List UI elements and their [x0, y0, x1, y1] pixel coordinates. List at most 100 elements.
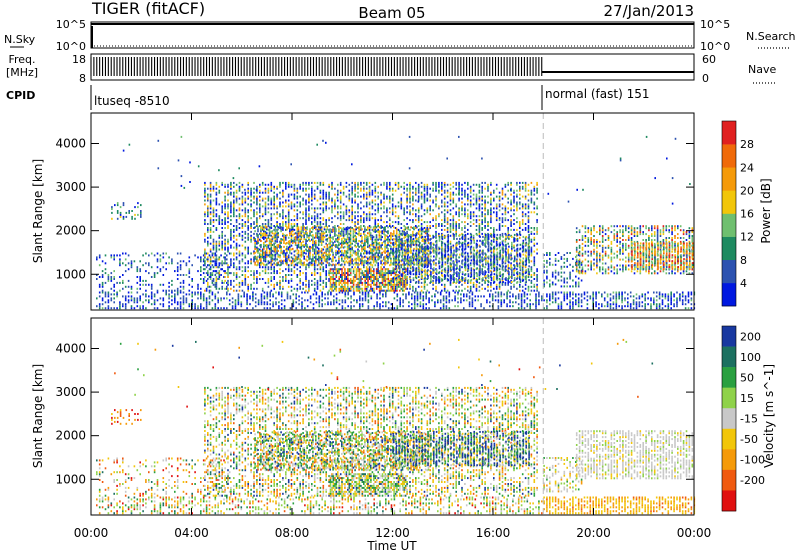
- echo-cell: [154, 301, 156, 303]
- echo-cell: [263, 238, 265, 240]
- echo-cell: [268, 211, 270, 213]
- echo-cell: [510, 223, 512, 225]
- echo-cell: [213, 209, 215, 211]
- echo-cell: [233, 253, 235, 255]
- echo-cell: [353, 293, 355, 295]
- echo-cell: [314, 211, 316, 213]
- echo-cell: [279, 202, 281, 204]
- echo-cell: [314, 284, 316, 286]
- echo-cell: [320, 207, 322, 209]
- echo-cell: [236, 196, 238, 198]
- echo-cell: [168, 301, 170, 303]
- echo-cell: [525, 227, 527, 229]
- echo-cell: [301, 305, 303, 307]
- echo-cell: [221, 243, 223, 245]
- echo-cell: [265, 188, 267, 190]
- echo-cell: [476, 219, 478, 221]
- echo-cell: [525, 239, 527, 241]
- echo-cell: [314, 219, 316, 221]
- echo-cell: [467, 200, 469, 202]
- echo-cell: [345, 293, 347, 295]
- echo-cell: [479, 205, 481, 207]
- echo-cell: [294, 219, 296, 221]
- echo-cell: [212, 282, 214, 284]
- echo-cell: [245, 200, 247, 202]
- echo-cell: [269, 244, 271, 246]
- echo-cell: [524, 292, 526, 294]
- echo-cell: [128, 212, 130, 214]
- echo-cell: [461, 198, 463, 200]
- echo-cell: [131, 292, 133, 294]
- echo-cell: [233, 182, 235, 184]
- echo-cell: [457, 301, 459, 303]
- echo-cell: [418, 196, 420, 198]
- echo-cell: [499, 200, 501, 202]
- echo-cell: [461, 209, 463, 211]
- echo-cell: [219, 241, 221, 243]
- echo-cell: [502, 233, 504, 235]
- echo-cell: [365, 299, 367, 301]
- echo-cell: [294, 194, 296, 196]
- echo-cell: [203, 295, 205, 297]
- echo-cell: [505, 207, 507, 209]
- echo-cell: [239, 253, 241, 255]
- echo-cell: [351, 205, 353, 207]
- echo-cell: [233, 200, 235, 202]
- echo-cell: [239, 282, 241, 284]
- echo-cell: [342, 299, 344, 301]
- echo-cell: [256, 272, 258, 274]
- echo-cell: [473, 198, 475, 200]
- echo-cell: [357, 243, 359, 245]
- echo-cell: [435, 290, 437, 292]
- echo-cell: [148, 301, 150, 303]
- echo-cell: [189, 272, 191, 274]
- echo-cell: [186, 297, 188, 299]
- echo-cell: [227, 280, 229, 282]
- echo-cell: [337, 272, 339, 274]
- echo-cell: [250, 194, 252, 196]
- echo-cell: [280, 240, 282, 242]
- echo-cell: [440, 307, 442, 309]
- echo-cell: [311, 182, 313, 184]
- echo-cell: [247, 233, 249, 235]
- echo-cell: [406, 188, 408, 190]
- echo-cell: [278, 307, 280, 309]
- echo-cell: [286, 258, 288, 260]
- echo-cell: [349, 184, 351, 186]
- echo-cell: [230, 260, 232, 262]
- echo-cell: [204, 188, 206, 190]
- echo-cell: [507, 243, 509, 245]
- echo-cell: [125, 299, 127, 301]
- echo-cell: [207, 205, 209, 207]
- echo-cell: [221, 235, 223, 237]
- echo-cell: [99, 264, 101, 266]
- echo-cell: [320, 192, 322, 194]
- echo-cell: [383, 182, 385, 184]
- echo-cell: [250, 241, 252, 243]
- echo-cell: [531, 282, 533, 284]
- echo-cell: [216, 278, 218, 280]
- echo-cell: [447, 229, 449, 231]
- echo-cell: [307, 292, 309, 294]
- echo-cell: [219, 223, 221, 225]
- echo-cell: [351, 200, 353, 202]
- echo-cell: [398, 205, 400, 207]
- echo-cell: [216, 258, 218, 260]
- echo-cell: [263, 252, 265, 254]
- echo-cell: [242, 254, 244, 256]
- echo-cell: [360, 278, 362, 280]
- echo-cell: [191, 278, 193, 280]
- echo-cell: [282, 192, 284, 194]
- echo-cell: [342, 307, 344, 309]
- echo-cell: [213, 243, 215, 245]
- echo-cell: [420, 301, 422, 303]
- echo-cell: [191, 295, 193, 297]
- echo-cell: [301, 303, 303, 305]
- echo-cell: [347, 297, 349, 299]
- echo-cell: [223, 297, 225, 299]
- echo-cell: [383, 202, 385, 204]
- echo-cell: [239, 260, 241, 262]
- echo-cell: [512, 305, 514, 307]
- echo-cell: [254, 248, 256, 250]
- echo-cell: [131, 260, 133, 262]
